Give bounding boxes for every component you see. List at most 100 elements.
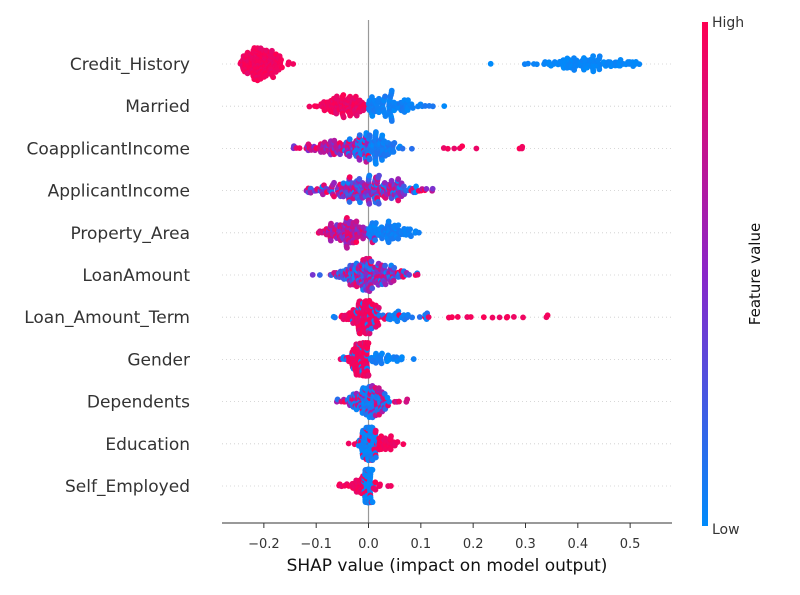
shap-points [237, 45, 643, 506]
shap-point [356, 176, 363, 182]
shap-point [269, 47, 275, 54]
shap-point [382, 262, 388, 269]
shap-point [372, 486, 379, 493]
shap-point [372, 237, 379, 244]
shap-point [413, 183, 419, 190]
shap-point [375, 200, 382, 207]
shap-point [369, 113, 376, 119]
shap-point [441, 103, 448, 109]
shap-point [340, 114, 347, 121]
feature-labels: Credit_History Married CoapplicantIncome Ap… [24, 55, 190, 497]
shap-point [395, 176, 402, 182]
feature-label: LoanAmount [82, 266, 190, 286]
shap-point [416, 229, 422, 236]
feature-label: Credit_History [70, 55, 190, 75]
feature-label: Dependents [87, 393, 190, 413]
colorbar-low-label: Low [712, 522, 740, 538]
x-tick-label: 0.5 [620, 537, 641, 552]
feature-label: Education [105, 435, 190, 455]
shap-point [459, 143, 466, 150]
shap-point [404, 396, 411, 403]
shap-point [378, 360, 385, 367]
shap-point [617, 56, 624, 63]
shap-point [396, 398, 402, 405]
shap-point [379, 132, 386, 139]
x-tick-label: 0.4 [567, 537, 588, 552]
shap-point [590, 53, 597, 59]
shap-point [429, 185, 436, 192]
shap-point [414, 271, 421, 278]
shap-point [346, 174, 353, 181]
shap-point [379, 157, 385, 163]
shap-point [353, 218, 360, 225]
shap-point [391, 140, 398, 146]
shap-point [496, 314, 503, 321]
shap-point [366, 132, 373, 139]
shap-point [525, 60, 531, 67]
shap-point [285, 59, 292, 66]
x-tick-label: −0.1 [300, 537, 332, 552]
shap-point [385, 218, 392, 225]
shap-point [327, 237, 334, 244]
feature-label: Property_Area [70, 224, 190, 244]
shap-point [395, 235, 402, 242]
x-axis-label: SHAP value (impact on model output) [287, 556, 608, 576]
shap-point [410, 356, 417, 362]
shap-point [375, 322, 382, 328]
shap-point [388, 483, 394, 489]
shap-point [388, 118, 395, 124]
shap-point [340, 92, 347, 98]
shap-point [390, 277, 397, 284]
shap-point [369, 285, 376, 292]
x-tick-label: 0.2 [463, 537, 484, 552]
shap-point [352, 93, 359, 100]
shap-point [544, 312, 551, 319]
shap-point [372, 479, 379, 486]
row-guides [222, 63, 672, 487]
shap-point [425, 314, 432, 321]
shap-point [510, 314, 517, 320]
shap-point [356, 156, 363, 163]
shap-point [313, 103, 320, 110]
shap-point [533, 61, 540, 68]
shap-point [504, 313, 511, 320]
shap-point [346, 136, 353, 143]
feature-label: CoapplicantIncome [27, 139, 190, 159]
shap-point [405, 97, 411, 104]
shap-point [333, 110, 340, 117]
shap-point [379, 350, 385, 357]
shap-point [480, 314, 487, 321]
feature-label: Married [125, 97, 190, 117]
shap-point [519, 143, 526, 150]
shap-point [387, 446, 394, 453]
shap-point [372, 427, 379, 434]
shap-point [372, 160, 379, 167]
shap-point [365, 340, 372, 346]
shap-point [376, 95, 382, 102]
shap-point [473, 145, 480, 152]
shap-point [407, 226, 413, 233]
shap-point [279, 64, 285, 71]
shap-point [382, 281, 389, 288]
shap-point [375, 385, 382, 392]
shap-point [416, 314, 423, 320]
shap-point [394, 318, 401, 325]
shap-point [316, 272, 323, 278]
shap-point [388, 177, 395, 184]
shap-point [395, 197, 402, 204]
feature-label: Gender [127, 350, 190, 370]
shap-point [399, 354, 405, 361]
colorbar [702, 22, 708, 526]
shap-point [373, 220, 379, 226]
shap-point [346, 199, 353, 205]
colorbar-title: Feature value [746, 223, 764, 325]
feature-label: Loan_Amount_Term [24, 308, 190, 328]
shap-point [375, 304, 382, 311]
shap-point [454, 314, 461, 320]
shap-point [395, 222, 402, 229]
shap-point [290, 61, 297, 67]
x-tick-label: −0.2 [248, 537, 280, 552]
shap-point [369, 466, 376, 473]
